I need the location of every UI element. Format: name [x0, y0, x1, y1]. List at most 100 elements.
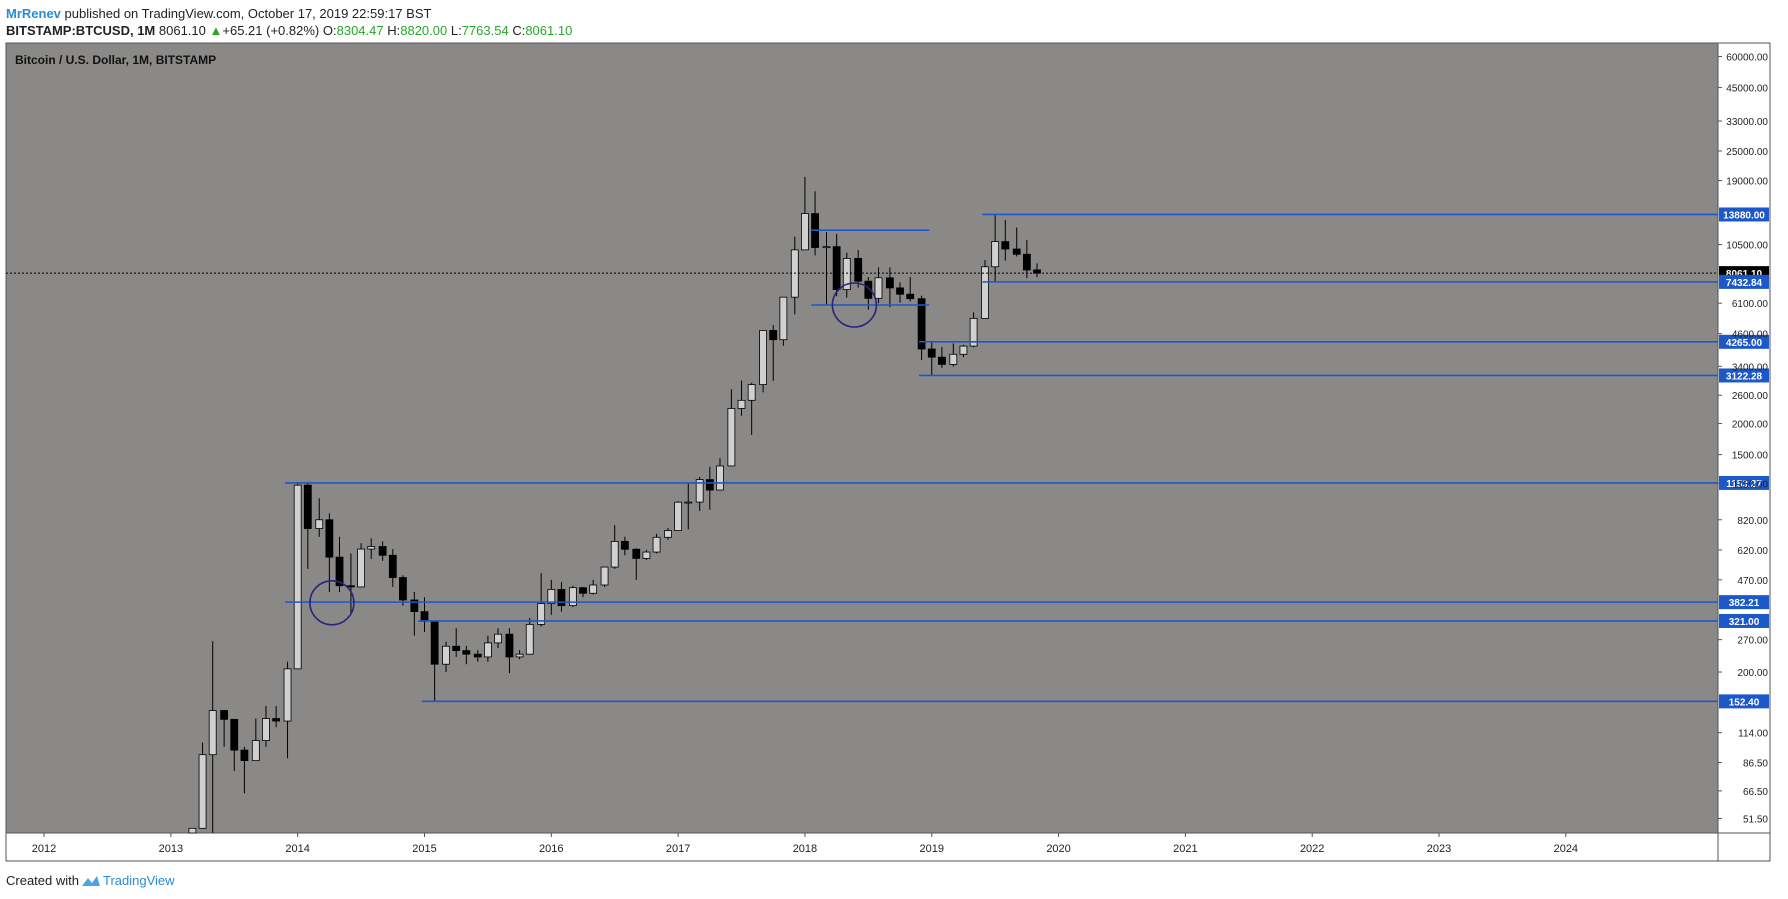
candle-body: [568, 587, 577, 607]
level-price-label: 7432.84: [1726, 278, 1763, 289]
candle-body: [357, 548, 365, 588]
level-price-tag-bg: [1719, 207, 1769, 222]
candle[interactable]: [251, 718, 260, 762]
candle[interactable]: [642, 549, 651, 560]
x-tick-label: 2023: [1427, 843, 1451, 855]
candle[interactable]: [832, 233, 841, 297]
candle-body: [315, 519, 324, 529]
candle[interactable]: [557, 582, 566, 612]
candle[interactable]: [864, 277, 873, 310]
candle[interactable]: [927, 340, 936, 376]
candle[interactable]: [452, 628, 461, 657]
candle-body: [462, 650, 471, 655]
up-arrow-icon: ▲: [209, 23, 223, 38]
candle[interactable]: [769, 325, 778, 381]
candle[interactable]: [801, 176, 809, 251]
candle[interactable]: [378, 541, 387, 561]
candle[interactable]: [610, 525, 619, 569]
candle[interactable]: [220, 710, 229, 747]
candle[interactable]: [664, 527, 672, 540]
candle[interactable]: [494, 628, 502, 648]
candle[interactable]: [357, 543, 365, 588]
author-link[interactable]: MrRenev: [6, 6, 61, 21]
candle-body: [367, 546, 376, 550]
candle[interactable]: [589, 579, 598, 595]
candle[interactable]: [525, 617, 534, 655]
candle[interactable]: [230, 718, 239, 771]
time-axis[interactable]: [6, 833, 1770, 861]
candle[interactable]: [198, 742, 207, 829]
candle[interactable]: [568, 585, 577, 608]
candle[interactable]: [462, 645, 471, 665]
candle[interactable]: [727, 389, 736, 467]
candle-body: [220, 710, 229, 720]
highlight-circle[interactable]: [831, 282, 878, 328]
candle-body: [642, 551, 651, 559]
candle[interactable]: [991, 214, 1000, 282]
candle-body: [1001, 241, 1010, 250]
candle[interactable]: [208, 641, 217, 833]
candle[interactable]: [652, 533, 661, 554]
candle[interactable]: [632, 548, 641, 580]
level-price-tag-bg: [1719, 274, 1769, 289]
candle[interactable]: [293, 482, 302, 670]
candle[interactable]: [315, 498, 324, 537]
candle[interactable]: [620, 536, 629, 556]
candle[interactable]: [442, 641, 450, 673]
candle[interactable]: [854, 250, 863, 288]
candle-body: [779, 296, 788, 341]
candle[interactable]: [959, 344, 968, 358]
level-price-label: 3122.28: [1726, 371, 1763, 382]
candle-body: [272, 718, 281, 722]
candle[interactable]: [579, 586, 587, 598]
price-axis[interactable]: [1718, 43, 1770, 833]
candle-body: [208, 710, 217, 756]
candle[interactable]: [283, 661, 292, 759]
candle[interactable]: [483, 635, 492, 662]
candle[interactable]: [1001, 219, 1010, 261]
candle[interactable]: [262, 705, 270, 747]
candle[interactable]: [272, 705, 281, 728]
candle[interactable]: [240, 746, 249, 794]
candle[interactable]: [716, 458, 724, 491]
candle[interactable]: [949, 343, 958, 367]
candle[interactable]: [917, 295, 926, 361]
candle[interactable]: [399, 575, 407, 606]
candle[interactable]: [303, 482, 312, 569]
candle[interactable]: [747, 382, 756, 435]
candle[interactable]: [515, 650, 524, 660]
candle[interactable]: [737, 380, 746, 416]
candle[interactable]: [906, 276, 915, 302]
candle[interactable]: [1022, 240, 1031, 279]
candle[interactable]: [822, 232, 831, 305]
candle[interactable]: [896, 282, 904, 303]
candle[interactable]: [547, 579, 556, 615]
candle[interactable]: [842, 252, 851, 298]
y-tick-label: 114.00: [1738, 729, 1768, 740]
x-tick-label: 2015: [412, 843, 436, 855]
candle[interactable]: [937, 346, 946, 368]
candle[interactable]: [674, 501, 683, 531]
candle[interactable]: [505, 628, 514, 674]
candle[interactable]: [325, 513, 334, 592]
candle[interactable]: [759, 330, 767, 393]
level-price-tag-bg: [1719, 595, 1769, 610]
candle[interactable]: [981, 260, 989, 319]
candle[interactable]: [779, 296, 788, 346]
candle[interactable]: [537, 573, 546, 627]
candle[interactable]: [684, 482, 693, 530]
candle[interactable]: [367, 538, 376, 560]
tradingview-link[interactable]: TradingView: [81, 873, 175, 888]
candle[interactable]: [410, 591, 419, 636]
candle[interactable]: [388, 549, 397, 587]
candle[interactable]: [885, 267, 894, 308]
candle[interactable]: [1033, 263, 1041, 278]
candle[interactable]: [705, 466, 714, 510]
candle[interactable]: [473, 650, 482, 662]
plot-area[interactable]: [6, 43, 1718, 833]
candle[interactable]: [188, 827, 197, 834]
candle[interactable]: [600, 566, 609, 587]
candle[interactable]: [1012, 227, 1021, 257]
highlight-circle[interactable]: [309, 579, 355, 626]
